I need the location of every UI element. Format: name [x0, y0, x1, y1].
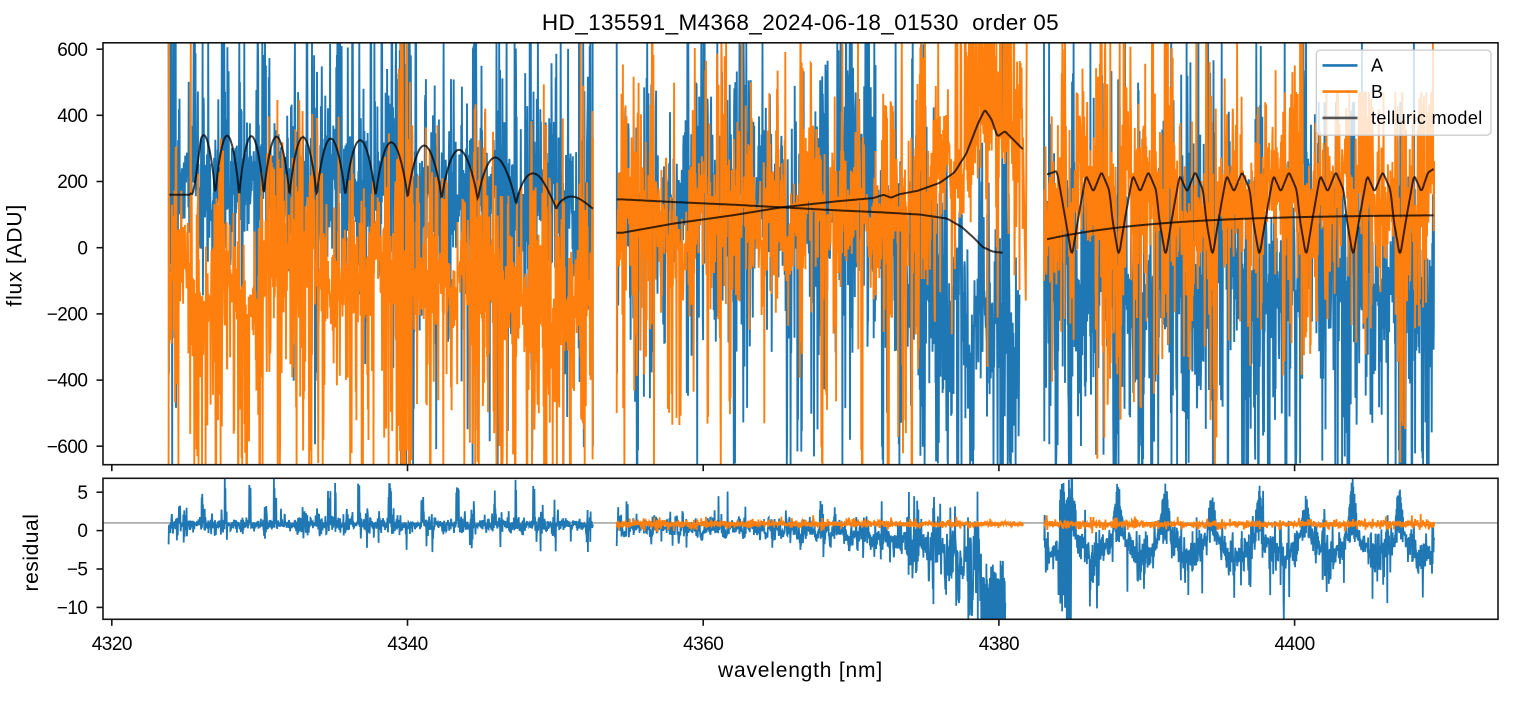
svg-text:−200: −200 — [47, 304, 88, 325]
svg-text:B: B — [1371, 82, 1383, 102]
svg-text:4320: 4320 — [92, 634, 132, 655]
svg-text:5: 5 — [77, 483, 87, 504]
svg-text:−10: −10 — [57, 598, 88, 619]
svg-text:wavelength [nm]: wavelength [nm] — [717, 659, 883, 682]
svg-text:−400: −400 — [47, 371, 88, 392]
svg-text:HD_135591_M4368_2024-06-18_015: HD_135591_M4368_2024-06-18_01530 order 0… — [542, 10, 1059, 35]
svg-text:4400: 4400 — [1274, 634, 1314, 655]
svg-text:−600: −600 — [47, 437, 88, 458]
svg-text:0: 0 — [77, 238, 87, 259]
svg-text:4380: 4380 — [979, 634, 1019, 655]
svg-text:A: A — [1371, 56, 1383, 76]
svg-text:flux [ADU]: flux [ADU] — [4, 204, 27, 307]
svg-text:4360: 4360 — [683, 634, 723, 655]
svg-text:−5: −5 — [67, 560, 88, 581]
svg-text:4340: 4340 — [387, 634, 427, 655]
svg-text:200: 200 — [57, 172, 87, 193]
svg-text:telluric model: telluric model — [1371, 108, 1483, 128]
svg-text:residual: residual — [20, 514, 43, 592]
svg-text:600: 600 — [57, 40, 87, 61]
svg-text:0: 0 — [77, 521, 87, 542]
svg-text:400: 400 — [57, 106, 87, 127]
